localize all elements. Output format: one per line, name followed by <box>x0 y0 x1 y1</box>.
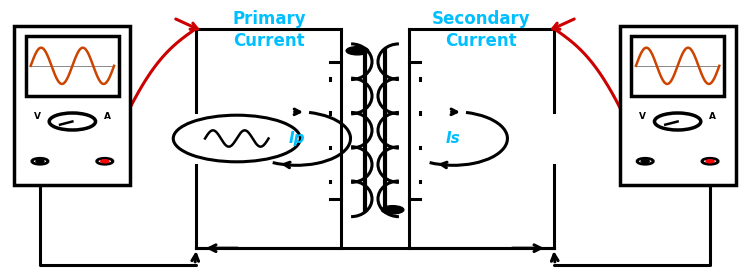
Text: Primary
Current: Primary Current <box>232 10 306 50</box>
Circle shape <box>32 158 48 164</box>
Bar <box>632 36 724 96</box>
Circle shape <box>173 115 300 162</box>
Circle shape <box>382 206 404 214</box>
Text: Is: Is <box>446 131 460 146</box>
Bar <box>26 36 118 96</box>
Circle shape <box>50 113 95 130</box>
Text: Secondary
Current: Secondary Current <box>432 10 530 50</box>
Circle shape <box>36 160 44 163</box>
Circle shape <box>346 47 368 55</box>
Circle shape <box>655 113 700 130</box>
Text: V: V <box>34 112 41 121</box>
Circle shape <box>702 158 718 164</box>
Bar <box>14 26 130 185</box>
Text: Ip: Ip <box>288 131 304 146</box>
Circle shape <box>637 158 653 164</box>
Bar <box>620 26 736 185</box>
Circle shape <box>97 158 113 164</box>
Circle shape <box>641 160 650 163</box>
Text: A: A <box>709 112 716 121</box>
Text: V: V <box>640 112 646 121</box>
Text: A: A <box>104 112 110 121</box>
Circle shape <box>100 160 109 163</box>
Circle shape <box>706 160 714 163</box>
